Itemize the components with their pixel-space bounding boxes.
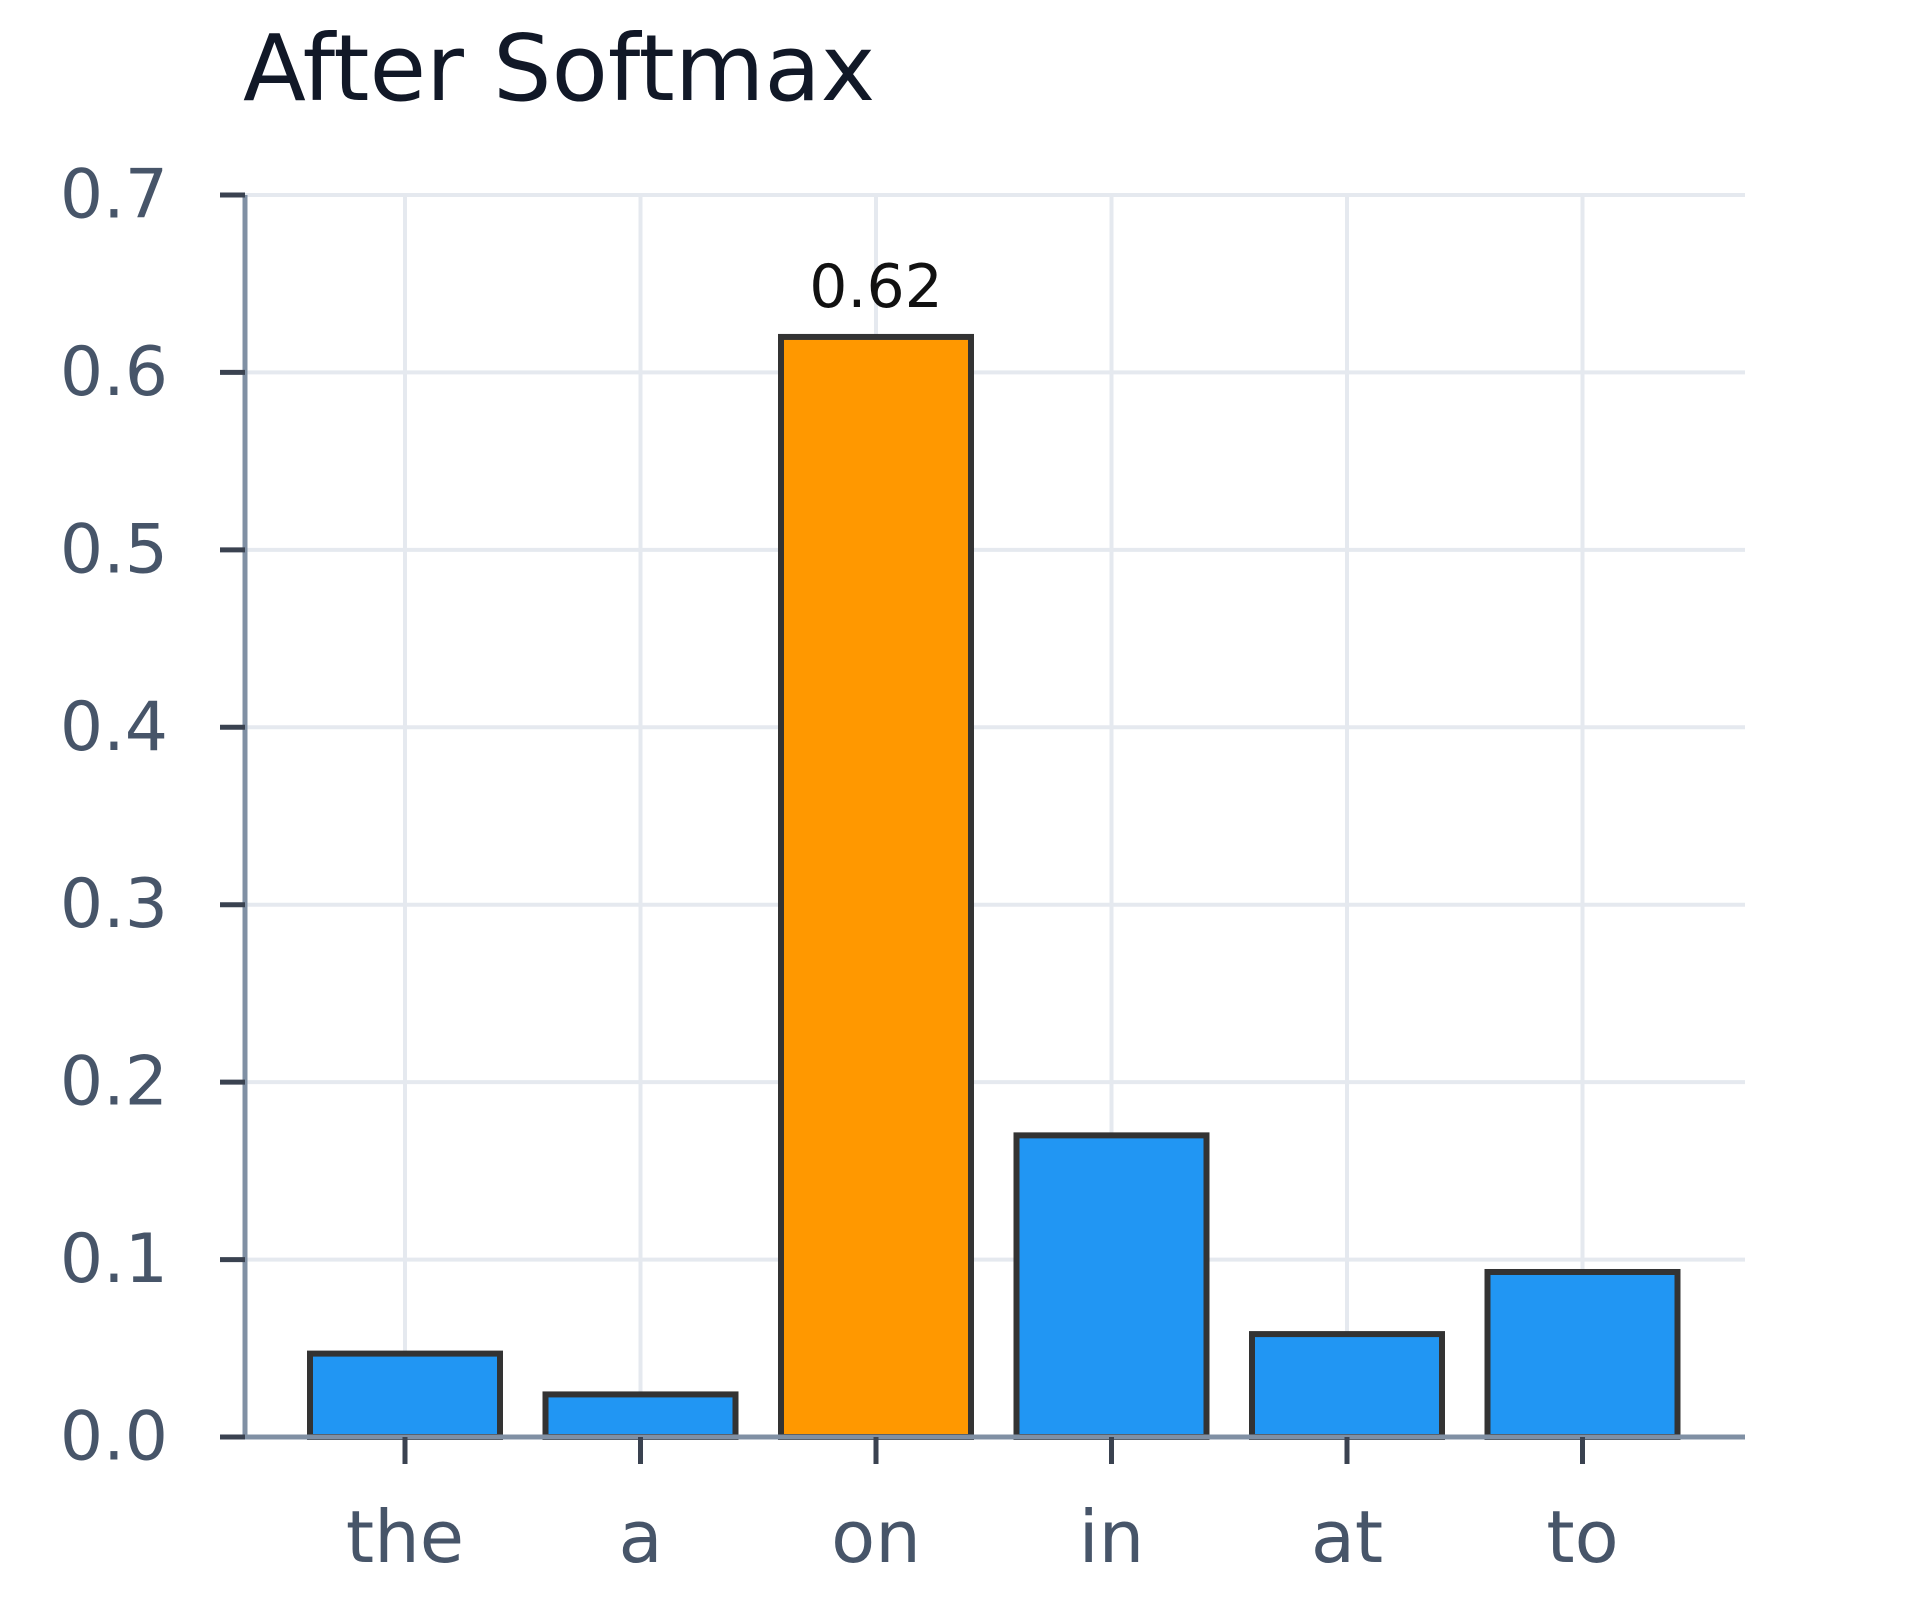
y-tick-label: 0.7 [60, 156, 168, 235]
x-tick-label: to [1546, 1495, 1618, 1579]
x-tick-label: the [346, 1495, 464, 1579]
bar-to [1484, 1268, 1681, 1441]
data-labels: 0.62 [809, 252, 943, 322]
y-tick-label: 0.0 [60, 1398, 168, 1477]
y-tick-label: 0.5 [60, 510, 168, 589]
y-tick-label: 0.2 [60, 1043, 168, 1122]
bar-the [307, 1350, 503, 1440]
y-ticks: 0.0 0.1 0.2 0.3 0.4 0.5 0.6 0.7 [60, 156, 245, 1477]
bar-on [778, 333, 974, 1440]
chart-title: After Softmax [243, 15, 875, 122]
bar-at [1249, 1331, 1445, 1440]
grid [245, 193, 1745, 1437]
x-tick-label: in [1079, 1495, 1145, 1579]
y-tick-label: 0.3 [60, 865, 168, 944]
y-tick-label: 0.6 [60, 333, 168, 412]
x-tick-label: at [1311, 1495, 1383, 1579]
bars [307, 333, 1681, 1441]
x-tick-label: a [618, 1495, 662, 1579]
x-ticks: the a on in at to [346, 1437, 1619, 1579]
bar-value-label: 0.62 [809, 252, 943, 322]
y-tick-label: 0.1 [60, 1220, 168, 1299]
x-tick-label: on [831, 1495, 921, 1579]
bar-a [542, 1391, 739, 1440]
bar-in [1013, 1132, 1210, 1441]
y-tick-label: 0.4 [60, 688, 168, 767]
axes [242, 195, 1745, 1440]
